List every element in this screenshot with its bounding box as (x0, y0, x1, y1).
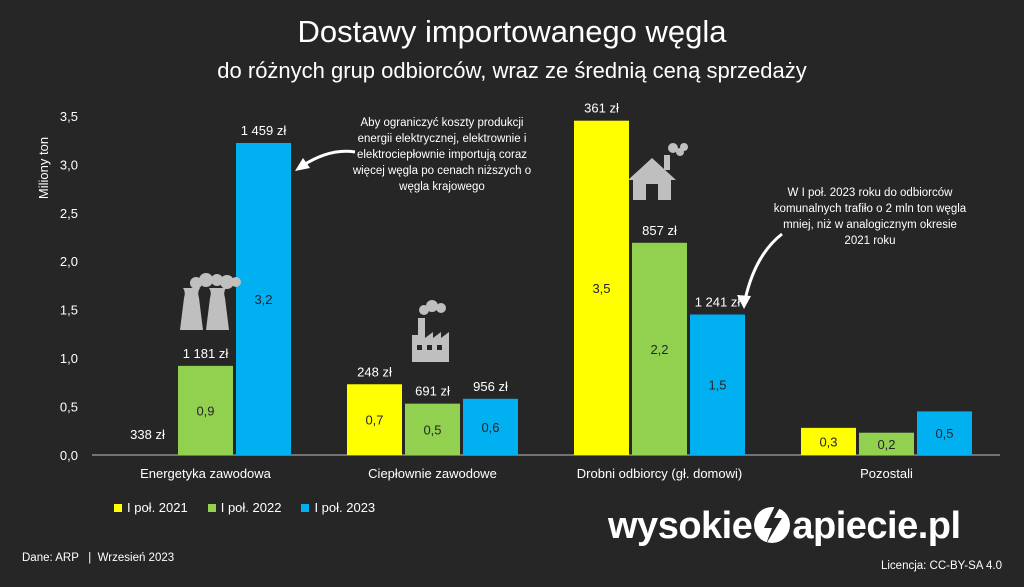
legend-label-2022: I poł. 2022 (220, 500, 282, 515)
y-tick-label: 3,5 (60, 109, 78, 124)
chart-subtitle: do różnych grup odbiorców, wraz ze średn… (217, 58, 807, 83)
y-tick-label: 1,5 (60, 303, 78, 318)
arrow-head-energy (295, 158, 310, 171)
legend-item-2023: I poł. 2023 (301, 500, 375, 515)
legend-item-2021: I poł. 2021 (114, 500, 188, 515)
bar-value-label: 0,2 (877, 437, 895, 452)
bar (463, 398, 518, 455)
y-tick-label: 0,5 (60, 400, 78, 415)
bar (574, 120, 629, 455)
bar (405, 403, 460, 455)
bar (690, 314, 745, 455)
logo: wysokie apiecie.pl (608, 502, 961, 548)
x-tick-label: Ciepłownie zawodowe (368, 466, 497, 481)
y-tick-label: 2,5 (60, 206, 78, 221)
price-label: 857 zł (642, 223, 677, 238)
price-label: 691 zł (415, 384, 450, 399)
price-label: 361 zł (584, 101, 619, 116)
bar (801, 427, 856, 455)
power-plant-icon (180, 273, 241, 330)
bar-value-label: 2,2 (650, 342, 668, 357)
y-axis-label: Miliony ton (36, 137, 51, 199)
x-tick-label: Energetyka zawodowa (140, 466, 272, 481)
y-tick-label: 1,0 (60, 351, 78, 366)
x-tick-label: Drobni odbiorcy (gł. domowi) (577, 466, 742, 481)
logo-text-left: wysokie (608, 505, 753, 547)
price-label: 338 zł (130, 427, 165, 442)
bar (236, 142, 291, 455)
chart-title: Dostawy importowanego węgla (297, 14, 727, 49)
bar (178, 365, 233, 455)
bar-value-label: 1,5 (708, 378, 726, 393)
legend-swatch-2022 (207, 503, 216, 512)
bar-value-label: 3,2 (254, 292, 272, 307)
legend-label-2021: I poł. 2021 (127, 500, 188, 515)
legend-item-2022: I poł. 2022 (207, 500, 282, 515)
factory-icon (412, 300, 449, 362)
arrow-head-households (737, 295, 751, 309)
legend-swatch-2023 (301, 503, 310, 512)
price-label: 956 zł (473, 379, 508, 394)
legend-swatch-2021 (114, 503, 122, 512)
bar (859, 432, 914, 455)
bar-value-label: 0,9 (196, 403, 214, 418)
bar-value-label: 3,5 (592, 281, 610, 296)
y-tick-label: 2,0 (60, 254, 78, 269)
bar-value-label: 0,5 (423, 422, 441, 437)
price-label: 1 459 zł (241, 123, 287, 138)
annotation-households: W I poł. 2023 roku do odbiorców komunaln… (773, 187, 967, 247)
x-tick-label: Pozostali (860, 466, 913, 481)
bar (347, 384, 402, 455)
bar-value-label: 0,3 (819, 434, 837, 449)
bar-value-label: 0,6 (481, 420, 499, 435)
license-note: Licencja: CC-BY-SA 4.0 (880, 560, 1002, 572)
bar-value-label: 0,5 (935, 426, 953, 441)
bar (632, 242, 687, 455)
y-tick-label: 0,0 (60, 448, 78, 463)
bar (917, 411, 972, 455)
legend-label-2023: I poł. 2023 (314, 500, 376, 515)
bar-value-label: 0,7 (365, 413, 383, 428)
lightning-bolt-icon (754, 504, 791, 544)
annotation-energy: Aby ograniczyć koszty produkcji energii … (352, 117, 532, 193)
logo-text-right: apiecie.pl (792, 505, 961, 547)
price-label: 1 181 zł (183, 346, 229, 361)
price-label: 248 zł (357, 364, 392, 379)
annotation-arrow-energy (301, 149, 356, 168)
legend: I poł. 2021 I poł. 2022 I poł. 2023 (114, 500, 375, 515)
y-tick-label: 3,0 (60, 157, 78, 172)
price-label: 1 241 zł (695, 294, 741, 309)
house-icon (628, 143, 688, 200)
source-note: Dane: ARP | Wrzesień 2023 (22, 552, 175, 564)
annotation-arrow-households (743, 232, 783, 301)
